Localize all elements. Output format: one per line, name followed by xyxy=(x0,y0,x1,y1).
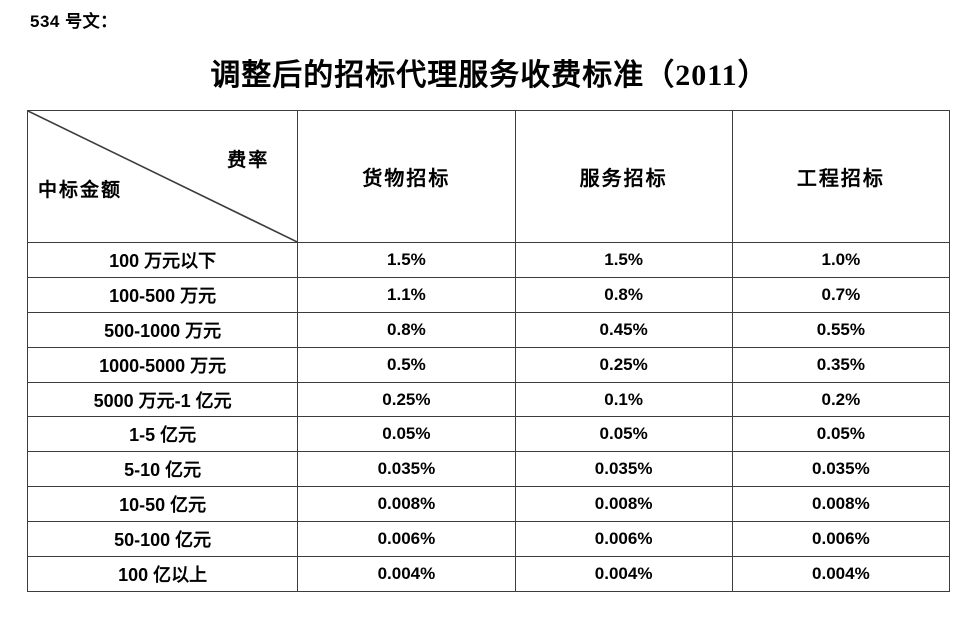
rate-value: 0.006% xyxy=(514,521,733,558)
rate-value: 1.5% xyxy=(514,242,733,278)
rate-value: 0.25% xyxy=(514,346,733,383)
table-row: 500-1000 万元 0.8% 0.45% 0.55% xyxy=(26,311,951,348)
rate-value: 0.8% xyxy=(297,311,516,348)
table-row: 1-5 亿元 0.05% 0.05% 0.05% xyxy=(26,416,951,453)
rate-value: 1.5% xyxy=(297,242,516,278)
rate-value: 0.35% xyxy=(731,346,951,383)
table-row: 1000-5000 万元 0.5% 0.25% 0.35% xyxy=(26,346,951,383)
table-row: 5000 万元-1 亿元 0.25% 0.1% 0.2% xyxy=(26,381,951,418)
rate-value: 1.1% xyxy=(297,276,516,313)
rate-value: 0.25% xyxy=(297,381,516,418)
corner-header-cell: 费率 中标金额 xyxy=(26,110,299,243)
amount-range: 1000-5000 万元 xyxy=(26,346,299,383)
rate-value: 0.45% xyxy=(514,311,733,348)
amount-range: 50-100 亿元 xyxy=(26,521,299,558)
table-header-row: 费率 中标金额 货物招标 服务招标 工程招标 xyxy=(26,110,951,243)
rate-value: 0.008% xyxy=(514,486,733,523)
amount-range: 5-10 亿元 xyxy=(26,451,299,488)
amount-range: 1-5 亿元 xyxy=(26,416,299,453)
amount-range: 100 亿以上 xyxy=(26,556,299,592)
rate-value: 0.2% xyxy=(731,381,951,418)
table-row: 100-500 万元 1.1% 0.8% 0.7% xyxy=(26,276,951,313)
rate-value: 0.004% xyxy=(731,556,951,592)
rate-value: 0.1% xyxy=(514,381,733,418)
page-title: 调整后的招标代理服务收费标准（2011） xyxy=(210,59,769,92)
doc-number-label: 534 号文： xyxy=(30,12,118,31)
rate-value: 0.008% xyxy=(731,486,951,523)
rate-value: 0.008% xyxy=(297,486,516,523)
diagonal-divider-line xyxy=(28,111,297,242)
amount-range: 5000 万元-1 亿元 xyxy=(26,381,299,418)
rate-value: 0.035% xyxy=(297,451,516,488)
fee-standard-table: 费率 中标金额 货物招标 服务招标 工程招标 100 万元以下 1.5% 1.5… xyxy=(26,110,951,592)
column-header-goods: 货物招标 xyxy=(297,110,516,243)
rate-value: 0.05% xyxy=(514,416,733,453)
rate-value: 0.05% xyxy=(297,416,516,453)
rate-value: 0.035% xyxy=(731,451,951,488)
rate-value: 0.05% xyxy=(731,416,951,453)
column-header-engineering: 工程招标 xyxy=(731,110,951,243)
rate-value: 0.004% xyxy=(514,556,733,592)
table-row: 50-100 亿元 0.006% 0.006% 0.006% xyxy=(26,521,951,558)
amount-range: 100 万元以下 xyxy=(26,242,299,278)
table-row: 100 万元以下 1.5% 1.5% 1.0% xyxy=(26,242,951,278)
rate-value: 0.006% xyxy=(731,521,951,558)
table-row: 100 亿以上 0.004% 0.004% 0.004% xyxy=(26,556,951,592)
amount-range: 500-1000 万元 xyxy=(26,311,299,348)
amount-range: 100-500 万元 xyxy=(26,276,299,313)
corner-label-amount: 中标金额 xyxy=(38,180,123,201)
table-row: 10-50 亿元 0.008% 0.008% 0.008% xyxy=(26,486,951,523)
rate-value: 0.55% xyxy=(731,311,951,348)
rate-value: 1.0% xyxy=(731,242,951,278)
table-row: 5-10 亿元 0.035% 0.035% 0.035% xyxy=(26,451,951,488)
column-header-service: 服务招标 xyxy=(514,110,733,243)
rate-value: 0.004% xyxy=(297,556,516,592)
corner-label-rate: 费率 xyxy=(227,150,270,171)
amount-range: 10-50 亿元 xyxy=(26,486,299,523)
rate-value: 0.035% xyxy=(514,451,733,488)
rate-value: 0.006% xyxy=(297,521,516,558)
rate-value: 0.5% xyxy=(297,346,516,383)
rate-value: 0.7% xyxy=(731,276,951,313)
rate-value: 0.8% xyxy=(514,276,733,313)
